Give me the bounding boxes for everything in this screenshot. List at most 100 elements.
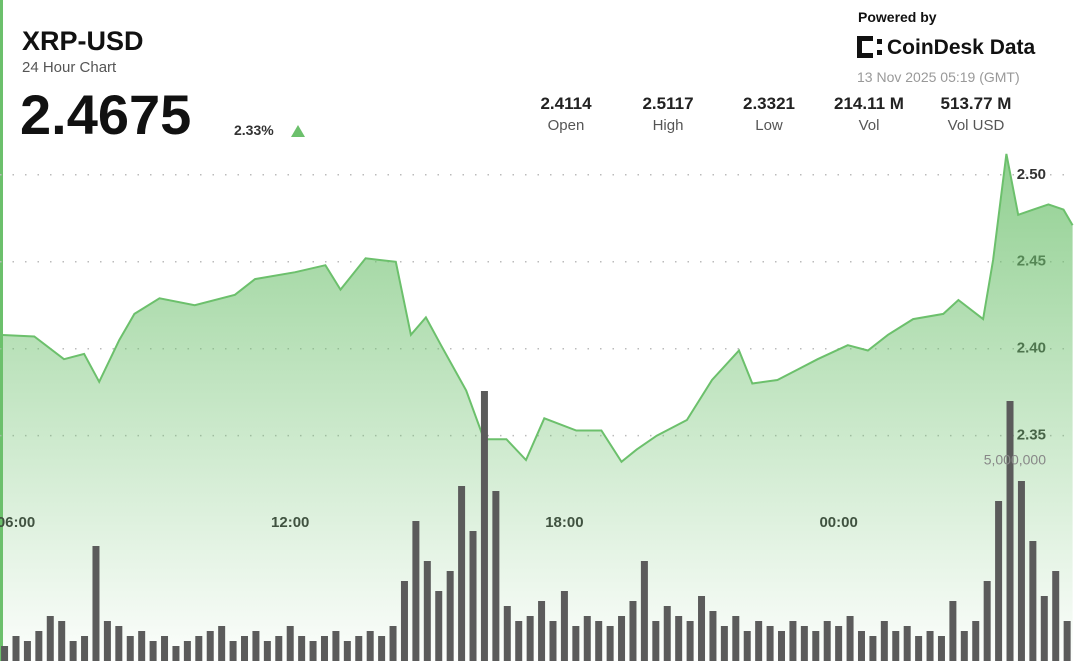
volume-bar: [663, 606, 671, 661]
stat-value: 2.4114: [540, 94, 592, 113]
volume-bar: [743, 631, 751, 661]
volume-bar: [812, 631, 820, 661]
volume-bar: [275, 636, 283, 661]
volume-bar: [103, 621, 111, 661]
stat-label: High: [652, 117, 684, 134]
volume-bar: [469, 531, 477, 661]
volume-bar: [1, 646, 9, 661]
volume-bar: [492, 491, 500, 661]
subtitle: 24 Hour Chart: [22, 59, 117, 76]
volume-bar: [355, 636, 363, 661]
volume-bar: [903, 626, 911, 661]
volume-bar: [252, 631, 260, 661]
volume-bar: [983, 581, 991, 661]
area-fill: [0, 153, 1073, 661]
volume-bar: [69, 641, 77, 661]
stat: 2.5117 High: [623, 94, 713, 134]
volume-bar: [126, 636, 134, 661]
volume-bar: [435, 591, 443, 661]
volume-bar: [423, 561, 431, 661]
volume-bar: [458, 486, 466, 661]
volume-bar: [857, 631, 865, 661]
volume-bar: [366, 631, 374, 661]
volume-bar: [23, 641, 31, 661]
volume-bar: [709, 611, 717, 661]
volume-bar: [686, 621, 694, 661]
volume-bar: [892, 631, 900, 661]
volume-bar: [320, 636, 328, 661]
volume-bar: [560, 591, 568, 661]
volume-bar: [389, 626, 397, 661]
y-tick-label: 2.50: [1017, 166, 1046, 183]
price-line: [0, 153, 1074, 464]
volume-bar: [526, 616, 534, 661]
volume-bar: [46, 616, 54, 661]
volume-bar: [515, 621, 523, 661]
volume-bar: [1006, 401, 1014, 661]
volume-bar: [972, 621, 980, 661]
volume-bar: [846, 616, 854, 661]
powered-by: Powered by: [858, 9, 937, 25]
volume-bar: [549, 621, 557, 661]
stat: 2.4114 Open: [521, 94, 611, 134]
stat-label: Low: [755, 117, 783, 134]
volume-bar: [58, 621, 66, 661]
volume-bar: [915, 636, 923, 661]
volume-bar: [766, 626, 774, 661]
volume-bar: [1052, 571, 1060, 661]
volume-bar: [81, 636, 89, 661]
stat: 214.11 M Vol: [824, 94, 914, 134]
volume-bar: [183, 641, 191, 661]
volume-bar: [652, 621, 660, 661]
volume-bar: [995, 501, 1003, 661]
volume-bar: [1063, 621, 1071, 661]
volume-bar: [446, 571, 454, 661]
volume-bar: [343, 641, 351, 661]
volume-bar: [720, 626, 728, 661]
brand-logo: [857, 36, 882, 58]
volume-bar: [332, 631, 340, 661]
left-accent: [0, 0, 3, 661]
volume-bar: [35, 631, 43, 661]
volume-bar: [606, 626, 614, 661]
volume-bar: [298, 636, 306, 661]
stat-label: Vol USD: [947, 117, 1005, 134]
volume-bar: [778, 631, 786, 661]
volume-bar: [538, 601, 546, 661]
volume-bar: [755, 621, 763, 661]
volume-bar: [92, 546, 100, 661]
stat: 2.3321 Low: [724, 94, 814, 134]
volume-bar: [835, 626, 843, 661]
volume-bar: [1040, 596, 1048, 661]
volume-bar: [400, 581, 408, 661]
volume-bar: [618, 616, 626, 661]
stat: 513.77 M Vol USD: [931, 94, 1021, 134]
volume-bar: [218, 626, 226, 661]
volume-bar: [949, 601, 957, 661]
stat-value: 513.77 M: [940, 94, 1012, 113]
volume-bar: [937, 636, 945, 661]
volume-bar: [789, 621, 797, 661]
volume-bar: [195, 636, 203, 661]
volume-bar: [206, 631, 214, 661]
timestamp: 13 Nov 2025 05:19 (GMT): [857, 69, 1020, 85]
volume-bar: [823, 621, 831, 661]
volume-bar: [880, 621, 888, 661]
volume-bar: [412, 521, 420, 661]
volume-bar: [595, 621, 603, 661]
volume-bar: [503, 606, 511, 661]
volume-bar: [378, 636, 386, 661]
volume-bar: [172, 646, 180, 661]
stat-label: Vol: [858, 117, 880, 134]
stat-value: 2.5117: [642, 94, 694, 113]
volume-bar: [1017, 481, 1025, 661]
stat-value: 2.3321: [743, 94, 795, 113]
price: 2.4675: [20, 83, 192, 146]
volume-bar: [800, 626, 808, 661]
up-arrow: [291, 125, 305, 137]
title: XRP-USD: [22, 26, 144, 56]
volume-bar: [12, 636, 20, 661]
stat-value: 214.11 M: [834, 94, 904, 113]
